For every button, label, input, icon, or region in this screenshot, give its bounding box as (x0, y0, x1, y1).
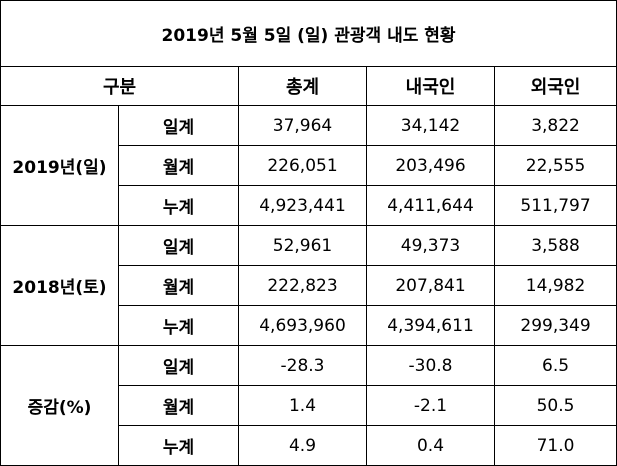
cell-value: 50.5 (493, 385, 617, 426)
cell-value: 71.0 (493, 425, 617, 466)
row-label: 일계 (118, 105, 239, 146)
cell-value: 203,496 (366, 145, 495, 186)
cell-value: 4,411,644 (366, 185, 495, 226)
cell-value: 52,961 (238, 225, 367, 266)
row-label: 누계 (118, 305, 239, 346)
header-row: 구분 총계 내국인 외국인 (0, 66, 617, 106)
cell-value: -28.3 (238, 345, 367, 386)
cell-value: 4,394,611 (366, 305, 495, 346)
data-row: 월계 226,051 203,496 22,555 (1, 145, 617, 186)
cell-value: 37,964 (238, 105, 367, 146)
cell-value: 1.4 (238, 385, 367, 426)
cell-value: 22,555 (493, 145, 617, 186)
column-header: 내국인 (366, 66, 495, 106)
cell-value: 4,923,441 (238, 185, 367, 226)
cell-value: 207,841 (366, 265, 495, 306)
cell-value: -2.1 (366, 385, 495, 426)
cell-value: 299,349 (493, 305, 617, 346)
column-header: 총계 (238, 66, 367, 106)
row-label: 월계 (118, 145, 239, 186)
cell-value: 14,982 (493, 265, 617, 306)
group-label: 2018년(토) (0, 225, 119, 346)
cell-value: 511,797 (493, 185, 617, 226)
cell-value: 226,051 (238, 145, 367, 186)
group-label: 2019년(일) (0, 105, 119, 226)
table-title: 2019년 5월 5일 (일) 관광객 내도 현황 (0, 0, 617, 67)
cell-value: 4.9 (238, 425, 367, 466)
row-label: 월계 (118, 265, 239, 306)
data-row: 누계 4.9 0.4 71.0 (1, 425, 617, 466)
cell-value: 3,822 (493, 105, 617, 146)
cell-value: 34,142 (366, 105, 495, 146)
title-row: 2019년 5월 5일 (일) 관광객 내도 현황 (0, 0, 617, 67)
data-row: 2018년(토) 일계 52,961 49,373 3,588 (0, 225, 617, 346)
row-label: 일계 (118, 225, 239, 266)
cell-value: 4,693,960 (238, 305, 367, 346)
data-row: 월계 1.4 -2.1 50.5 (1, 385, 617, 426)
cell-value: 6.5 (493, 345, 617, 386)
row-label: 일계 (118, 345, 239, 386)
cell-value: 49,373 (366, 225, 495, 266)
column-header: 구분 (0, 66, 239, 106)
data-row: 2019년(일) 일계 37,964 34,142 3,822 (0, 105, 617, 226)
cell-value: 0.4 (366, 425, 495, 466)
group-label: 증감(%) (0, 345, 119, 466)
row-label: 월계 (118, 385, 239, 426)
data-row: 누계 4,693,960 4,394,611 299,349 (1, 305, 617, 346)
data-row: 증감(%) 일계 -28.3 -30.8 6.5 (0, 345, 617, 466)
row-label: 누계 (118, 425, 239, 466)
column-header: 외국인 (493, 66, 617, 106)
data-row: 월계 222,823 207,841 14,982 (1, 265, 617, 306)
data-row: 누계 4,923,441 4,411,644 511,797 (1, 185, 617, 226)
cell-value: -30.8 (366, 345, 495, 386)
cell-value: 222,823 (238, 265, 367, 306)
cell-value: 3,588 (493, 225, 617, 266)
row-label: 누계 (118, 185, 239, 226)
